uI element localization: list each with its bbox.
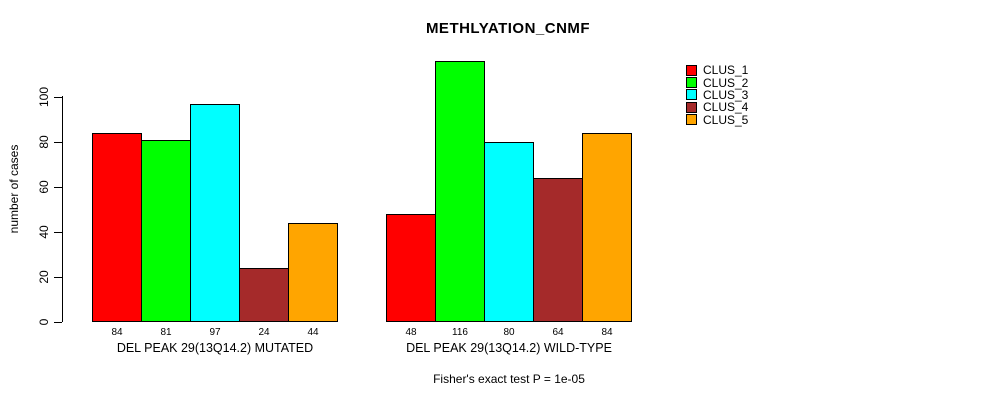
chart-title: METHLYATION_CNMF	[425, 20, 591, 37]
bar-value-label: 24	[258, 327, 270, 338]
legend-color-swatch-icon	[686, 77, 697, 89]
legend-color-swatch-icon	[686, 101, 697, 113]
legend-label: CLUS_2	[703, 75, 749, 90]
legend-item-clus_1: CLUS_1	[686, 63, 749, 78]
bar-clus_5-group1	[288, 223, 338, 322]
y-axis-tick-mark	[54, 97, 62, 98]
y-axis-tick-mark	[54, 322, 62, 323]
legend-color-swatch-icon	[686, 89, 697, 101]
bar-clus_4-group1	[239, 268, 289, 322]
bar-clus_3-group1	[190, 104, 240, 322]
bar-value-label: 80	[503, 327, 515, 338]
bar-value-label: 81	[160, 327, 172, 338]
bar-clus_5-group2	[582, 133, 632, 322]
legend-item-clus_4: CLUS_4	[686, 100, 749, 115]
bar-value-label: 48	[405, 327, 417, 338]
bar-clus_2-group2	[435, 61, 485, 322]
legend-label: CLUS_3	[703, 87, 749, 102]
y-axis-tick-label: 60	[37, 180, 51, 194]
legend-label: CLUS_5	[703, 112, 749, 127]
group-label: DEL PEAK 29(13Q14.2) MUTATED	[116, 341, 314, 355]
legend-label: CLUS_1	[703, 63, 749, 78]
y-axis-tick-label: 0	[37, 318, 51, 326]
y-axis-tick-label: 40	[37, 225, 51, 239]
legend-item-clus_3: CLUS_3	[686, 87, 749, 102]
legend-item-clus_2: CLUS_2	[686, 75, 749, 90]
footnote: Fisher's exact test P = 1e-05	[433, 372, 585, 386]
bar-clus_2-group1	[141, 140, 191, 322]
legend-color-swatch-icon	[686, 64, 697, 76]
bar-value-label: 116	[452, 327, 468, 338]
legend-label: CLUS_4	[703, 100, 749, 115]
legend-color-swatch-icon	[686, 114, 697, 126]
bar-value-label: 84	[601, 327, 613, 338]
bar-clus_1-group2	[386, 214, 436, 322]
bar-clus_3-group2	[484, 142, 534, 322]
bar-clus_4-group2	[533, 178, 583, 322]
bar-clus_1-group1	[92, 133, 142, 322]
bar-value-label: 44	[307, 327, 319, 338]
y-axis-tick-label: 100	[37, 86, 51, 108]
y-axis-tick-mark	[54, 142, 62, 143]
y-axis-tick-label: 80	[37, 135, 51, 149]
y-axis-tick-mark	[54, 232, 62, 233]
bar-value-label: 84	[111, 327, 123, 338]
legend-item-clus_5: CLUS_5	[686, 112, 749, 127]
y-axis-tick-mark	[54, 187, 62, 188]
bar-value-label: 97	[209, 327, 221, 338]
group-label: DEL PEAK 29(13Q14.2) WILD-TYPE	[406, 341, 612, 355]
y-axis-label: number of cases	[7, 144, 21, 234]
y-axis-tick-label: 20	[37, 270, 51, 284]
bar-value-label: 64	[552, 327, 564, 338]
legend: CLUS_1 CLUS_2 CLUS_3 CLUS_4 CLUS_5	[686, 63, 749, 127]
y-axis-tick-mark	[54, 277, 62, 278]
y-axis-line	[62, 96, 63, 322]
